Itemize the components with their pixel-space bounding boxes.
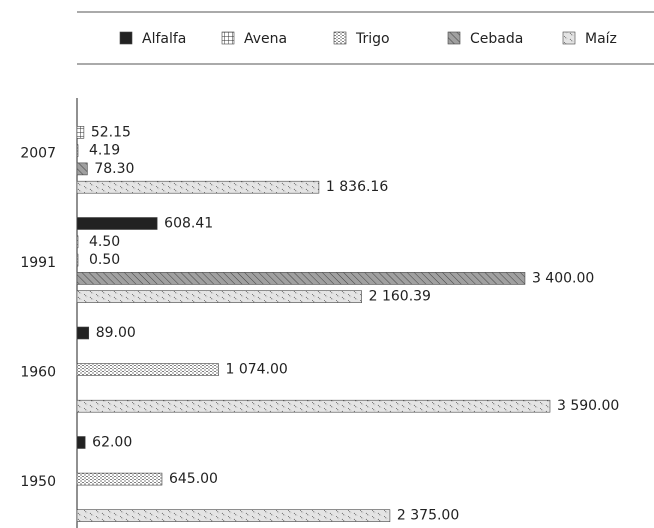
legend-swatch bbox=[221, 31, 235, 45]
data-label: 2 160.39 bbox=[369, 289, 431, 305]
data-label: 3 400.00 bbox=[532, 270, 594, 286]
data-label: 4.19 bbox=[89, 143, 120, 159]
data-label: 1 074.00 bbox=[225, 362, 287, 378]
bar bbox=[76, 472, 163, 486]
legend-label: Alfalfa bbox=[142, 31, 186, 47]
bar bbox=[76, 399, 551, 413]
legend-label: Avena bbox=[244, 31, 287, 47]
y-tick-label: 1950 bbox=[20, 474, 56, 490]
bar bbox=[76, 253, 79, 267]
bar bbox=[76, 326, 90, 340]
data-label: 1 836.16 bbox=[326, 179, 388, 195]
bar bbox=[76, 363, 219, 376]
y-tick-label: 1991 bbox=[20, 255, 56, 271]
legend-label: Trigo bbox=[355, 31, 390, 47]
data-label: 3 590.00 bbox=[557, 398, 619, 414]
legend-swatch bbox=[333, 31, 347, 45]
bar bbox=[76, 162, 88, 176]
data-label: 0.50 bbox=[89, 252, 120, 268]
legend-swatch bbox=[119, 31, 133, 45]
data-label: 645.00 bbox=[169, 471, 218, 487]
bar bbox=[76, 436, 86, 449]
data-label: 2 375.00 bbox=[397, 508, 459, 524]
bar bbox=[76, 235, 79, 249]
legend-swatch bbox=[562, 31, 576, 45]
legend-label: Maíz bbox=[585, 31, 617, 47]
legend-swatch bbox=[447, 31, 461, 45]
bar bbox=[76, 144, 79, 157]
bar bbox=[76, 126, 85, 139]
data-label: 78.30 bbox=[94, 161, 134, 177]
data-label: 608.41 bbox=[164, 216, 213, 232]
bar bbox=[76, 290, 362, 304]
bar bbox=[76, 509, 391, 523]
data-label: 52.15 bbox=[91, 124, 131, 140]
bar bbox=[76, 180, 320, 194]
y-tick-label: 1960 bbox=[20, 365, 56, 381]
y-tick-label: 2007 bbox=[20, 146, 56, 162]
legend-label: Cebada bbox=[470, 31, 523, 47]
data-label: 62.00 bbox=[92, 435, 132, 451]
bar bbox=[76, 217, 158, 230]
data-label: 4.50 bbox=[89, 234, 120, 250]
data-label: 89.00 bbox=[96, 325, 136, 341]
bar bbox=[76, 272, 526, 285]
